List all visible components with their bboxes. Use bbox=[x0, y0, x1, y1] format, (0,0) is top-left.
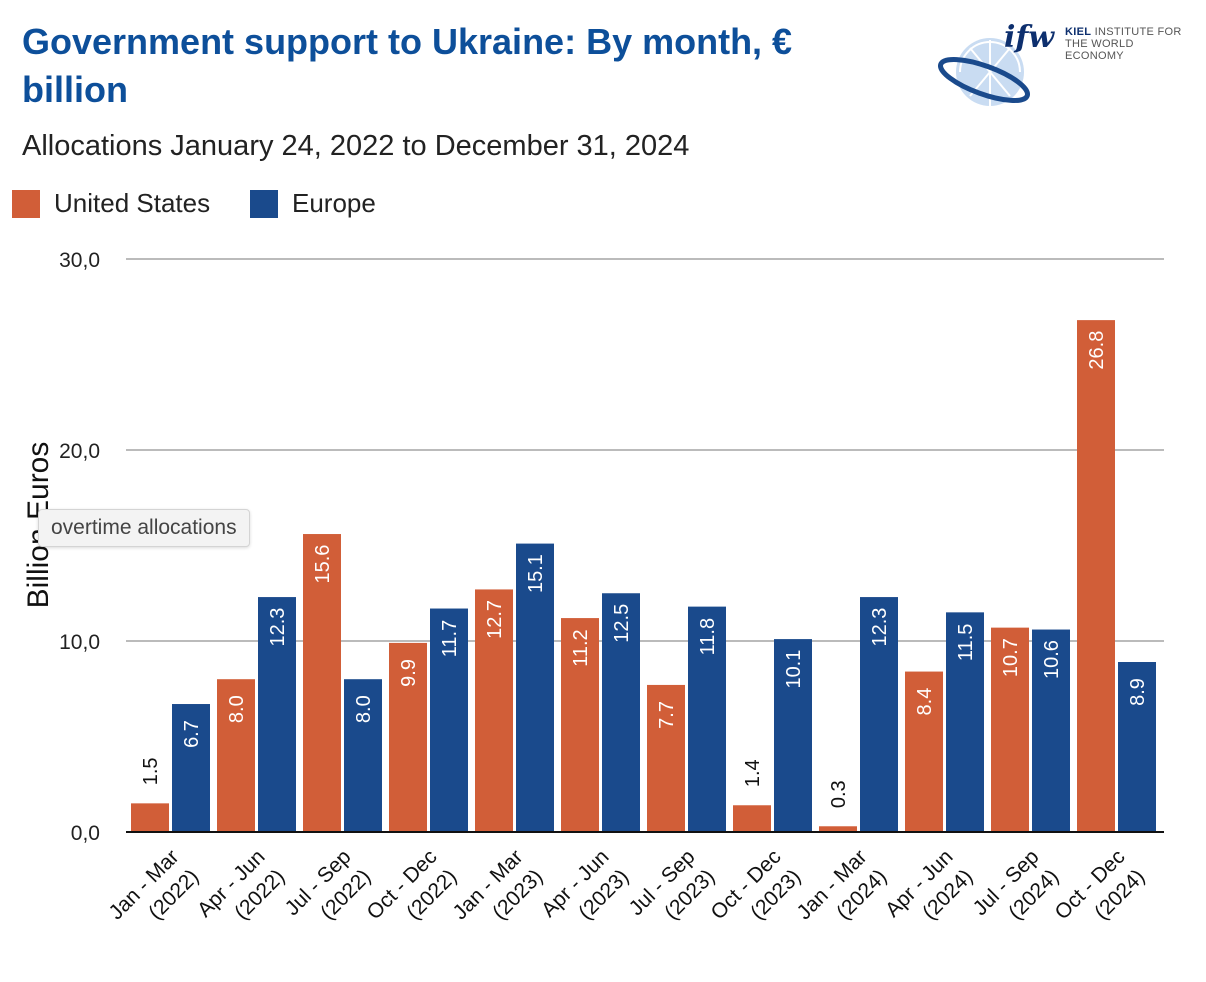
data-label: 26.8 bbox=[1086, 331, 1108, 370]
bar-europe bbox=[258, 597, 296, 832]
bar-europe bbox=[516, 543, 554, 832]
data-label: 8.0 bbox=[353, 695, 375, 723]
data-label: 15.6 bbox=[312, 545, 334, 584]
y-tick-label: 0,0 bbox=[71, 822, 100, 845]
data-label: 12.3 bbox=[267, 608, 289, 647]
data-label: 1.5 bbox=[140, 757, 162, 785]
y-tick-label: 10,0 bbox=[59, 631, 100, 654]
x-tick-label: Jul - Sep(2023) bbox=[625, 845, 720, 924]
data-label: 7.7 bbox=[656, 701, 678, 729]
bar-united-states bbox=[303, 534, 341, 832]
bar-united-states bbox=[131, 803, 169, 832]
bar-europe bbox=[774, 639, 812, 832]
data-label: 15.1 bbox=[525, 554, 547, 593]
bar-united-states bbox=[733, 805, 771, 832]
x-tick-label: Jan - Mar(2023) bbox=[449, 845, 548, 924]
data-label: 8.4 bbox=[914, 688, 936, 716]
x-tick-label: Oct - Dec(2024) bbox=[1051, 845, 1150, 924]
y-tick-label: 30,0 bbox=[59, 249, 100, 272]
x-tick-label: Jan - Mar(2024) bbox=[793, 845, 892, 924]
bar-europe bbox=[172, 704, 210, 832]
chart-subtitle: Allocations January 24, 2022 to December… bbox=[22, 130, 690, 162]
x-tick-label: Oct - Dec(2022) bbox=[363, 845, 462, 924]
x-tick-label: Jul - Sep(2022) bbox=[281, 845, 376, 924]
bar-united-states bbox=[561, 618, 599, 832]
y-tick-label: 20,0 bbox=[59, 440, 100, 463]
bar-europe bbox=[860, 597, 898, 832]
legend-item-united-states: United States bbox=[12, 188, 210, 219]
chart-title: Government support to Ukraine: By month,… bbox=[22, 21, 793, 110]
bar-united-states bbox=[1077, 320, 1115, 832]
bar-europe bbox=[430, 608, 468, 832]
data-label: 11.5 bbox=[955, 624, 977, 661]
x-tick-label: Oct - Dec(2023) bbox=[707, 845, 806, 924]
data-label: 12.5 bbox=[611, 604, 633, 643]
bar-europe bbox=[1118, 662, 1156, 832]
bar-united-states bbox=[389, 642, 427, 832]
legend-label-united-states: United States bbox=[54, 188, 211, 218]
globe-icon bbox=[938, 38, 1030, 106]
data-label: 11.8 bbox=[697, 618, 719, 655]
data-label: 11.7 bbox=[439, 620, 461, 657]
bar-united-states bbox=[819, 826, 857, 832]
bar-united-states bbox=[475, 589, 513, 832]
data-label: 0.3 bbox=[828, 780, 850, 808]
x-tick-label: Apr - Jun(2023) bbox=[537, 845, 633, 924]
bar-europe bbox=[688, 606, 726, 832]
x-tick-label: Jan - Mar(2022) bbox=[105, 845, 204, 924]
bar-europe bbox=[344, 679, 382, 832]
logo-mark: ifw bbox=[1004, 20, 1055, 55]
legend-swatch-united-states bbox=[12, 189, 40, 218]
legend-label-europe: Europe bbox=[292, 188, 376, 218]
data-label: 12.7 bbox=[484, 600, 506, 639]
logo-text: KIEL INSTITUTE FOR THE WORLD ECONOMY bbox=[1065, 26, 1182, 62]
data-label: 12.3 bbox=[869, 608, 891, 647]
data-label: 10.1 bbox=[783, 650, 805, 689]
data-label: 8.9 bbox=[1127, 678, 1149, 706]
data-label: 10.6 bbox=[1041, 640, 1063, 679]
data-label: 8.0 bbox=[226, 695, 248, 723]
bar-united-states bbox=[217, 679, 255, 832]
x-tick-label: Jul - Sep(2024) bbox=[969, 845, 1064, 924]
ifw-logo: ifw KIEL INSTITUTE FOR THE WORLD ECONOMY bbox=[938, 20, 1188, 110]
data-label: 1.4 bbox=[742, 759, 764, 787]
x-tick-label: Apr - Jun(2024) bbox=[881, 845, 977, 924]
bar-europe bbox=[1032, 629, 1070, 832]
bar-united-states bbox=[991, 627, 1029, 832]
bar-europe bbox=[602, 593, 640, 832]
legend-item-europe: Europe bbox=[250, 188, 376, 219]
data-label: 11.2 bbox=[570, 629, 592, 666]
bar-europe bbox=[946, 612, 984, 832]
data-label: 9.9 bbox=[398, 659, 420, 687]
legend-swatch-europe bbox=[250, 189, 278, 218]
bar-united-states bbox=[647, 684, 685, 832]
bar-united-states bbox=[905, 671, 943, 832]
tooltip: overtime allocations bbox=[38, 509, 250, 547]
x-tick-label: Apr - Jun(2022) bbox=[193, 845, 289, 924]
data-label: 6.7 bbox=[181, 720, 203, 748]
data-label: 10.7 bbox=[1000, 638, 1022, 677]
